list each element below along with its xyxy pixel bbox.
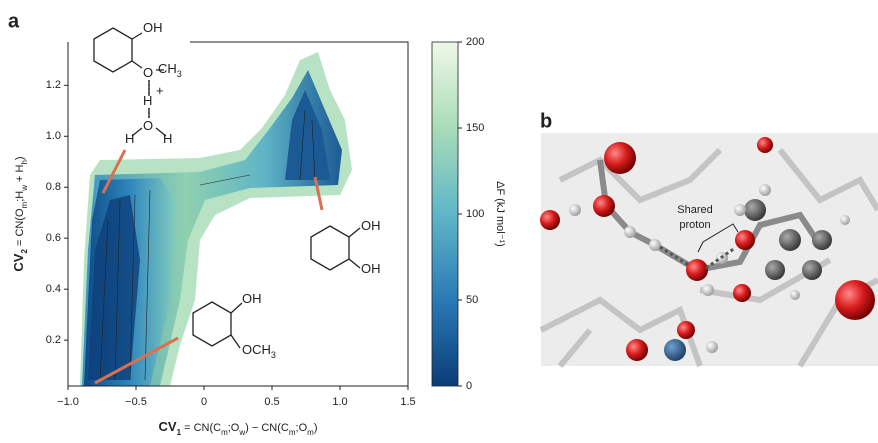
annotation: H: [143, 93, 152, 108]
x-tick-label: −0.5: [125, 396, 147, 408]
y-tick-label: 1.0: [46, 130, 61, 142]
y-tick-label: 0.2: [46, 334, 61, 346]
annotation-text: +: [156, 83, 164, 98]
colorbar-tick-label: 100: [466, 208, 484, 220]
annotation: OCH3: [242, 342, 276, 360]
colorbar-tick-label: 0: [466, 380, 472, 392]
annotation-text: OH: [361, 261, 381, 276]
annotation: H: [125, 131, 134, 146]
colorbar-label: ΔF (kJ mol⁻¹): [494, 181, 506, 247]
colorbar-tick-label: 200: [466, 36, 484, 48]
x-tick-label: 0: [201, 396, 207, 408]
annotation-text: H: [125, 131, 134, 146]
label-part: ) − CN(C: [245, 422, 289, 434]
x-tick-label: 1.0: [332, 396, 347, 408]
y-axis-label: CV2 = CN(Om;Hw + Hh): [11, 156, 28, 271]
annotation: +: [156, 83, 164, 98]
annotation: Shared: [677, 204, 712, 216]
annotation-text: OH: [143, 20, 163, 35]
colorbar-tick-label: 150: [466, 122, 484, 134]
annotation: H: [163, 131, 172, 146]
y-tick-label: 0.8: [46, 181, 61, 193]
panel-label: a: [8, 10, 20, 32]
annotation-text: H: [163, 131, 172, 146]
label-part: ): [14, 156, 26, 160]
label-part: = CN(O: [14, 208, 26, 249]
x-axis-label: CV1 = CN(Cm;Ow) − CN(Cm;Om): [159, 419, 318, 436]
annotation-text: OCH: [242, 342, 271, 357]
annotation-text: CH: [158, 61, 177, 76]
colorbar: [432, 42, 458, 386]
figure: a ΔF (kJ mol⁻¹) CV1 = CN(Cm;Ow) − CN(Cm;…: [0, 0, 878, 438]
y-tick-label: 0.4: [46, 283, 61, 295]
annotation-text: O: [143, 65, 153, 80]
annotation-text: OH: [242, 291, 262, 306]
annotation-text: OH: [361, 218, 381, 233]
molecular-render: [540, 133, 878, 366]
panel-label: b: [540, 110, 552, 132]
annotation: OH: [143, 20, 163, 35]
y-tick-label: 0.6: [46, 232, 61, 244]
x-tick-label: −1.0: [57, 396, 79, 408]
annotation: O: [143, 118, 153, 133]
x-tick-label: 0.5: [264, 396, 279, 408]
annotation-sub: 3: [177, 69, 182, 79]
annotation-text: O: [143, 118, 153, 133]
annotation: OH: [242, 291, 262, 306]
annotation: OH: [361, 261, 381, 276]
annotation-sub: 3: [271, 350, 276, 360]
colorbar-tick-label: 50: [466, 294, 478, 306]
label-part: CV: [159, 419, 177, 434]
label-part: ;H: [14, 191, 26, 202]
label-part: + H: [14, 164, 26, 185]
x-tick-label: 1.5: [400, 396, 415, 408]
y-tick-label: 1.2: [46, 79, 61, 91]
label-part: = CN(C: [181, 422, 221, 434]
annotation-text: H: [143, 93, 152, 108]
label-part: ;O: [296, 422, 308, 434]
label-part: ): [314, 422, 318, 434]
annotation: proton: [679, 219, 710, 231]
label-part: ;O: [228, 422, 240, 434]
annotation: OH: [361, 218, 381, 233]
annotation: O: [143, 65, 153, 80]
label-part: CV: [11, 253, 26, 271]
